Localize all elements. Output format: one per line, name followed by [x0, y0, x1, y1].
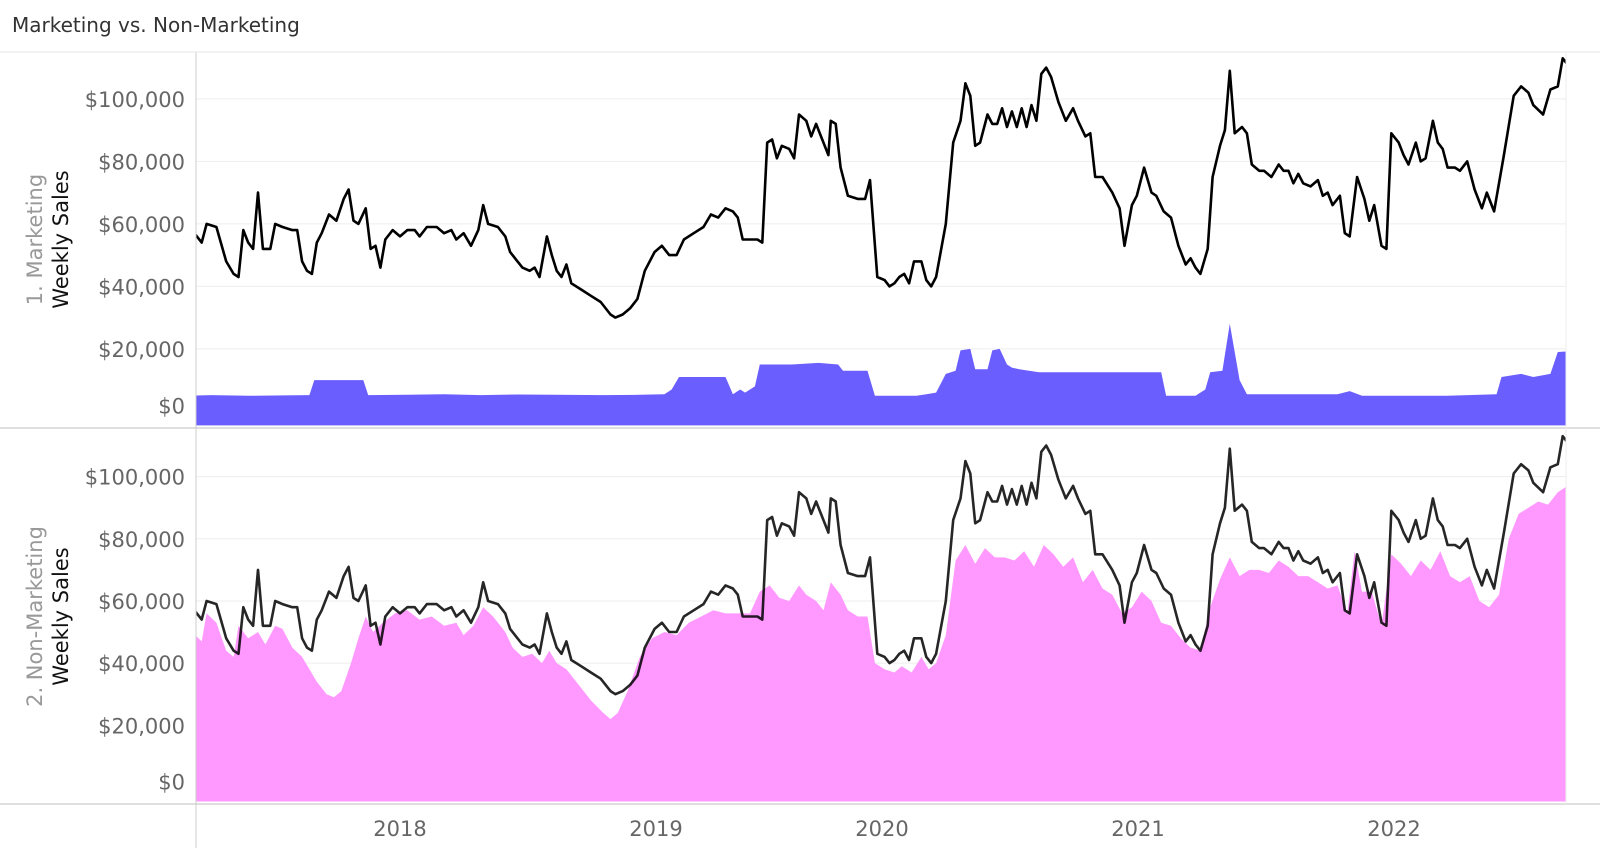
y-tick-label: $40,000 — [98, 652, 185, 676]
y-tick-label: $20,000 — [98, 338, 185, 362]
y-axis-label: Weekly Sales — [49, 547, 73, 685]
marketing-area — [196, 323, 1566, 426]
pane-label: 1. Marketing — [23, 174, 47, 305]
x-tick-label: 2018 — [373, 817, 426, 841]
y-tick-label: $60,000 — [98, 213, 185, 237]
y-tick-label: $0 — [158, 394, 185, 418]
x-tick-label: 2022 — [1367, 817, 1420, 841]
pane-label: 2. Non-Marketing — [23, 526, 47, 707]
non_marketing-area — [196, 486, 1566, 802]
y-tick-label: $100,000 — [85, 88, 185, 112]
y-axis-label: Weekly Sales — [49, 170, 73, 308]
y-tick-label: $40,000 — [98, 275, 185, 299]
pane-non-marketing: $0 $20,000 $40,000 $60,000 $80,000 $100,000 2.… — [23, 434, 1566, 802]
y-tick-label: $80,000 — [98, 528, 185, 552]
total-sales-line — [196, 434, 1566, 696]
y-tick-label: $60,000 — [98, 590, 185, 614]
x-tick-label: 2019 — [629, 817, 682, 841]
y-tick-label: $100,000 — [85, 466, 185, 490]
chart-title: Marketing vs. Non-Marketing — [12, 13, 300, 37]
pane-marketing: $0 $20,000 $40,000 $60,000 $80,000 $100,000 1.… — [23, 57, 1566, 426]
y-tick-label: $0 — [158, 770, 185, 794]
x-axis: 2018 2019 2020 2021 2022 — [373, 817, 1420, 841]
y-tick-label: $20,000 — [98, 714, 185, 738]
x-tick-label: 2021 — [1111, 817, 1164, 841]
chart-frame — [0, 51, 1600, 848]
x-tick-label: 2020 — [855, 817, 908, 841]
y-tick-label: $80,000 — [98, 150, 185, 174]
total-sales-line — [196, 57, 1566, 319]
